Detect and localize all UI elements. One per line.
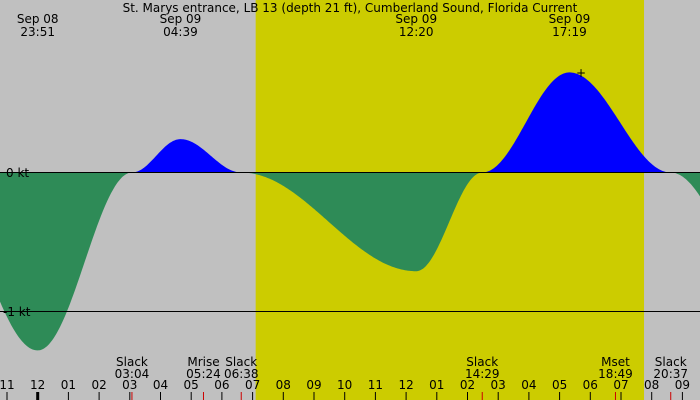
hour-label: 11 [0, 378, 15, 392]
y-label-zero: 0 kt [6, 166, 29, 180]
bottom-event-time: 14:29 [465, 367, 500, 381]
hour-label: 10 [337, 378, 352, 392]
bottom-event-time: 05:24 [186, 367, 221, 381]
flood-area [132, 139, 242, 173]
hour-axis: 11 12 01 02 03 04 05 06 07 08 09 10 11 12 01 02 03 04 05 06… [0, 378, 690, 400]
ebb-area [242, 172, 483, 272]
top-event-time: 04:39 [163, 25, 198, 39]
top-event-date: Sep 09 [160, 12, 202, 26]
hour-label: 08 [644, 378, 659, 392]
hour-label: 09 [675, 378, 690, 392]
top-event-date: Sep 09 [395, 12, 437, 26]
hour-label: 02 [460, 378, 475, 392]
hour-label: 12 [30, 378, 45, 392]
event-markers [131, 392, 672, 400]
hour-label: 11 [368, 378, 383, 392]
bottom-event-time: 06:38 [224, 367, 259, 381]
bottom-event-time: 20:37 [653, 367, 688, 381]
hour-label: 01 [429, 378, 444, 392]
top-event-date: Sep 08 [17, 12, 59, 26]
y-label-minus-one: -1 kt [3, 305, 31, 319]
hour-label: 03 [491, 378, 506, 392]
bottom-event-time: 03:04 [115, 367, 150, 381]
bottom-event-label: Slack [655, 355, 687, 369]
top-event-time: 17:19 [552, 25, 587, 39]
bottom-event-label: Slack [466, 355, 498, 369]
bottom-events: Slack03:04Mrise05:24Slack06:38Slack14:29… [115, 355, 688, 381]
hour-label: 12 [398, 378, 413, 392]
ebb-area [0, 172, 132, 351]
bottom-event-label: Mrise [187, 355, 219, 369]
bottom-event-time: 18:49 [598, 367, 633, 381]
flood-area [483, 72, 671, 173]
hour-label: 03 [122, 378, 137, 392]
bottom-event-label: Mset [601, 355, 630, 369]
current-curves [0, 72, 700, 351]
midnight-tick [36, 392, 40, 400]
chart-title: St. Marys entrance, LB 13 (depth 21 ft),… [123, 1, 578, 15]
top-event-time: 12:20 [399, 25, 434, 39]
bottom-event-label: Slack [225, 355, 257, 369]
max-flood-marker: + [576, 66, 586, 80]
top-event-date: Sep 09 [549, 12, 591, 26]
top-event-time: 23:51 [20, 25, 55, 39]
hour-label: 06 [214, 378, 229, 392]
hour-label: 09 [306, 378, 321, 392]
hour-label: 05 [552, 378, 567, 392]
hour-label: 07 [245, 378, 260, 392]
bottom-event-label: Slack [116, 355, 148, 369]
hour-label: 07 [613, 378, 628, 392]
hour-label: 08 [276, 378, 291, 392]
hour-label: 04 [153, 378, 168, 392]
ebb-area [671, 172, 700, 197]
hour-label: 04 [521, 378, 536, 392]
hour-label: 01 [61, 378, 76, 392]
hour-label: 06 [583, 378, 598, 392]
hour-label: 02 [91, 378, 106, 392]
hour-label: 05 [184, 378, 199, 392]
